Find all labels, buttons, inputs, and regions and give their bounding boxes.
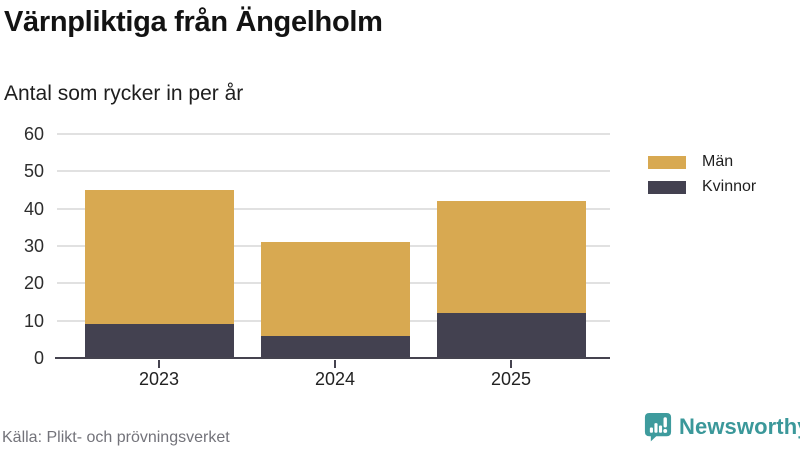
y-gridline [57, 133, 610, 135]
legend-item-men: Män [648, 150, 733, 174]
chart-title: Värnpliktiga från Ängelholm [4, 6, 383, 38]
y-axis-label: 20 [23, 273, 44, 294]
y-gridline [57, 207, 610, 210]
x-tick [510, 360, 512, 368]
x-axis-line [55, 356, 610, 360]
legend-swatch [648, 155, 686, 169]
source-note: Källa: Plikt- och prövningsverket [2, 429, 230, 446]
legend-item-women: Kvinnor [648, 175, 756, 199]
y-gridline [57, 170, 610, 173]
x-tick [334, 360, 336, 368]
bar-segment-women [84, 324, 234, 358]
legend-swatch [648, 180, 686, 194]
y-axis-label: 60 [23, 124, 44, 144]
bar-segment-men [436, 201, 586, 314]
bar-segment-men [260, 242, 410, 336]
bar-segment-women [260, 335, 410, 358]
x-axis-label: 2025 [490, 369, 532, 389]
bar-segment-women [436, 313, 586, 358]
newsworthy-wordmark: Newsworthy [679, 413, 800, 439]
newsworthy-logo: Newsworthy [644, 411, 800, 442]
chart-subtitle: Antal som rycker in per år [4, 82, 244, 105]
newsworthy-icon [644, 412, 672, 442]
y-axis-label: 50 [23, 161, 44, 182]
y-axis-label: 10 [23, 310, 44, 331]
x-tick [158, 360, 160, 368]
y-axis-label: 0 [33, 348, 44, 368]
x-axis-label: 2024 [314, 369, 356, 389]
bar-segment-men [84, 190, 234, 325]
y-axis-label: 40 [23, 198, 44, 219]
legend-label: Män [702, 153, 734, 170]
x-axis-label: 2023 [138, 369, 180, 389]
legend-label: Kvinnor [702, 178, 757, 195]
y-axis-label: 30 [23, 236, 44, 256]
